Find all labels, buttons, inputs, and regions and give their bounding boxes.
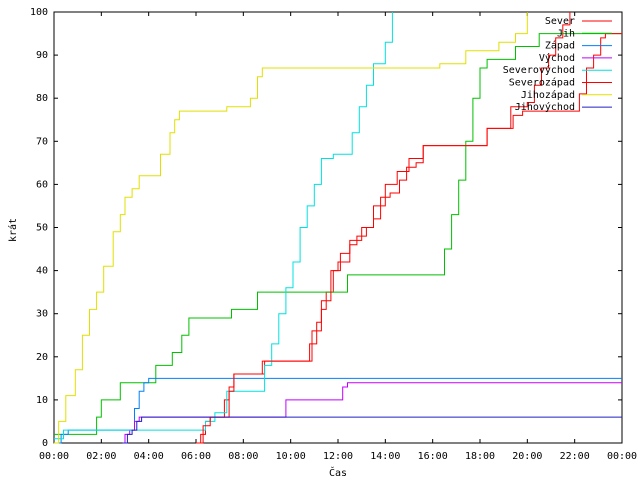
x-tick-label: 12:00: [323, 451, 353, 462]
series-line-1: [54, 33, 622, 435]
y-tick-label: 0: [42, 438, 48, 449]
y-tick-label: 10: [36, 395, 48, 406]
x-tick-label: 16:00: [418, 451, 448, 462]
series-line-0: [198, 12, 571, 444]
series-lines: [54, 12, 622, 444]
y-tick-label: 90: [36, 50, 48, 61]
x-axis-label: Čas: [329, 466, 347, 479]
x-tick-label: 10:00: [276, 451, 306, 462]
series-line-4: [54, 12, 393, 440]
legend-label: Jihovýchod: [515, 101, 575, 113]
legend-label: Sever: [545, 16, 575, 27]
y-tick-label: 40: [36, 266, 48, 277]
series-line-2: [54, 377, 622, 444]
y-tick-label: 60: [36, 179, 48, 190]
x-tick-label: 00:00: [39, 451, 69, 462]
y-axis-label: krát: [7, 218, 19, 242]
series-line-6: [54, 12, 528, 444]
x-tick-label: 06:00: [181, 451, 211, 462]
x-tick-label: 02:00: [86, 451, 116, 462]
legend-label: Jih: [557, 28, 575, 39]
legend: SeverJihZápadVýchodSeverovýchodSeverozáp…: [503, 16, 612, 113]
x-tick-label: 20:00: [512, 451, 542, 462]
x-tick-label: 08:00: [228, 451, 258, 462]
x-tick-label: 14:00: [370, 451, 400, 462]
y-tick-label: 30: [36, 309, 48, 320]
y-tick-label: 50: [36, 223, 48, 234]
x-tick-label: 22:00: [560, 451, 590, 462]
legend-label: Východ: [539, 52, 575, 64]
x-tick-label: 04:00: [134, 451, 164, 462]
legend-label: Jihozápad: [521, 89, 575, 101]
x-axis-ticks: 00:00 02:00 04:00 06:00 08:00 10:00 12:00 14:00…: [39, 12, 637, 462]
y-tick-label: 70: [36, 136, 48, 147]
y-axis-ticks: 0 10 20 30 40 50 60 70 80 90 100: [30, 7, 622, 449]
series-line-5: [196, 33, 622, 444]
legend-label: Severozápad: [509, 77, 575, 89]
legend-label: Severovýchod: [503, 64, 575, 76]
y-tick-label: 80: [36, 93, 48, 104]
y-tick-label: 100: [30, 7, 48, 18]
series-line-7: [122, 416, 622, 444]
x-tick-label: 00:00: [607, 451, 637, 462]
legend-label: Západ: [545, 40, 575, 52]
y-tick-label: 20: [36, 352, 48, 363]
series-line-3: [122, 382, 622, 444]
x-tick-label: 18:00: [465, 451, 495, 462]
